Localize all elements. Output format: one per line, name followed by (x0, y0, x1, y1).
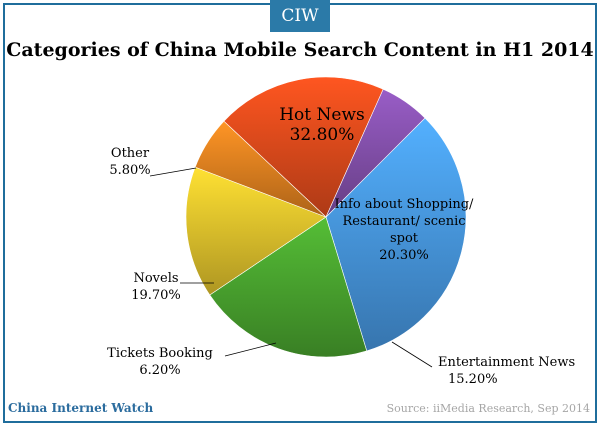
slice-value-hot-news: 32.80% (290, 125, 355, 145)
slice-label-info-about-shopping-restaurant-scenic-spot: Info about Shopping/ (335, 197, 475, 212)
slice-value-tickets-booking: 6.20% (139, 363, 180, 378)
slice-value-novels: 19.70% (131, 288, 181, 303)
pie-slice-other (325, 88, 426, 218)
slice-value-other: 5.80% (109, 163, 150, 178)
pie-slice-novels (223, 76, 384, 218)
slice-label-hot-news: Hot News (279, 105, 365, 125)
slice-value-entertainment-news: 15.20% (448, 372, 498, 387)
footer-brand: China Internet Watch (8, 401, 154, 415)
slice-label-tickets-booking: Tickets Booking (107, 346, 213, 361)
slice-label-novels: Novels (133, 271, 178, 286)
pie-slice-entertainment-news (185, 166, 327, 296)
slice-label-other: Other (111, 146, 150, 161)
pie-slice-info-about-shopping-restaurant-scenic-spot (209, 216, 368, 358)
pie-slice-hot-news (325, 117, 467, 352)
leader-line-tickets-booking (224, 342, 277, 357)
slice-label-entertainment-news: Entertainment News (438, 355, 575, 370)
footer-source: Source: iiMedia Research, Sep 2014 (386, 402, 590, 415)
slice-label-info-about-shopping-restaurant-scenic-spot: Restaurant/ scenic (342, 214, 465, 229)
slice-value-info-about-shopping-restaurant-scenic-spot: 20.30% (379, 248, 429, 263)
leader-line-entertainment-news (391, 341, 433, 368)
leader-line-other (149, 167, 197, 177)
chart-title: Categories of China Mobile Search Conten… (6, 39, 594, 61)
slice-label-info-about-shopping-restaurant-scenic-spot: spot (390, 231, 419, 246)
ciw-badge: CIW (270, 0, 330, 32)
